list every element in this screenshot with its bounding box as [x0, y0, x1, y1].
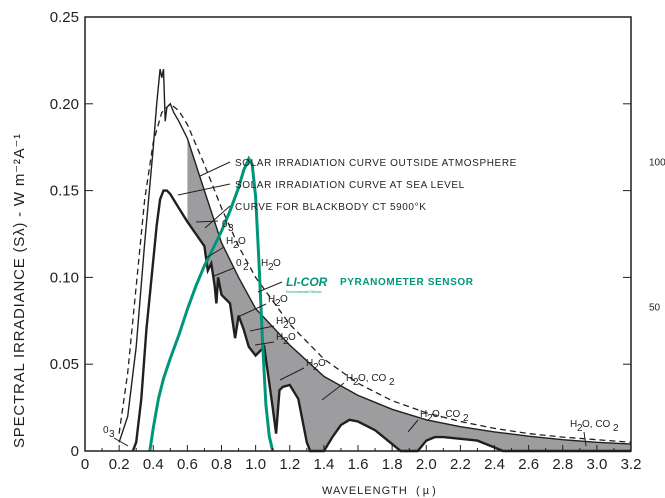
svg-text:O: O [288, 316, 296, 327]
svg-text:2: 2 [353, 377, 359, 388]
x-tick-label: 0.2 [109, 456, 130, 473]
svg-text:H: H [276, 316, 283, 327]
svg-text:2: 2 [463, 413, 469, 424]
absorption-shading [132, 138, 631, 451]
x-axis-unit: ( µ ) [416, 485, 436, 497]
x-tick-label: 3.2 [621, 456, 642, 473]
svg-text:H: H [306, 358, 313, 369]
x-tick-label: 1.6 [348, 456, 369, 473]
y-tick-label: 0.05 [50, 356, 79, 373]
leader-outside [199, 161, 231, 177]
svg-text:O: O [280, 294, 288, 305]
svg-text:2: 2 [613, 423, 619, 434]
leader-sea-level [177, 183, 231, 196]
absorber-h2o-4: H 2 O [254, 332, 296, 347]
right-axis-ticks: 50 100 [649, 158, 665, 314]
svg-text:O, CO: O, CO [358, 373, 387, 384]
absorber-h2o-co2-1: H 2 O, CO 2 [321, 373, 395, 401]
x-tick-label: 2.4 [484, 456, 505, 473]
y-tick-label: 0.20 [50, 96, 79, 113]
absorber-h2o-co2-3: H 2 O, CO 2 [570, 419, 619, 447]
svg-text:O, CO: O, CO [582, 419, 611, 430]
absorber-h2o-2: H 2 O [239, 294, 288, 317]
x-axis-label: WAVELENGTH [322, 485, 408, 497]
svg-text:O, CO: O, CO [432, 409, 461, 420]
x-tick-label: 2.6 [518, 456, 539, 473]
x-tick-label: 1.8 [382, 456, 403, 473]
svg-text:3: 3 [228, 223, 234, 234]
svg-text:0: 0 [222, 219, 228, 230]
svg-text:2: 2 [283, 320, 289, 331]
right-tick-label: 50 [649, 302, 661, 313]
y-tick-label: 0.25 [50, 9, 79, 26]
svg-text:H: H [276, 332, 283, 343]
svg-text:2: 2 [577, 423, 583, 434]
sea-level-underfill [132, 190, 631, 451]
y-axis-label: SPECTRAL IRRADIANCE (Sλ) - W m⁻²A⁻¹ [11, 133, 28, 448]
svg-text:2: 2 [233, 240, 239, 251]
svg-text:H: H [570, 419, 577, 430]
label-blackbody: CURVE FOR BLACKBODY CT 5900°K [235, 202, 426, 213]
label-outside-atmosphere: SOLAR IRRADIATION CURVE OUTSIDE ATMOSPHE… [235, 158, 517, 169]
svg-text:O: O [318, 358, 326, 369]
svg-text:0: 0 [103, 425, 109, 436]
leader-blackbody [204, 205, 231, 229]
blackbody-curve [118, 102, 632, 443]
licor-logo-subtext: Environmental Division [286, 290, 322, 294]
outside-atmosphere-curve [118, 68, 632, 445]
absorber-h2o-1: H 2 O [205, 236, 246, 259]
licor-logo: LI-COR [286, 275, 328, 289]
absorber-h2o-co2-2: H 2 O, CO 2 [407, 409, 469, 433]
svg-text:O: O [273, 258, 281, 269]
x-axis-ticks: 0 0.2 0.4 0.6 0.8 1.0 1.2 1.4 1.6 1.8 2.0 2.2 2.4 2.6… [81, 445, 642, 473]
label-pyranometer: PYRANOMETER SENSOR [340, 277, 474, 288]
y-tick-label: 0.15 [50, 183, 79, 200]
svg-text:2: 2 [243, 262, 249, 273]
svg-text:2: 2 [427, 413, 433, 424]
svg-text:0: 0 [236, 258, 242, 269]
absorber-h2o-3: H 2 O [249, 316, 296, 332]
svg-text:2: 2 [283, 336, 289, 347]
svg-text:2: 2 [313, 362, 319, 373]
x-tick-label: 1.0 [245, 456, 266, 473]
y-axis-ticks: 0 0.05 0.10 0.15 0.20 0.25 [50, 9, 631, 460]
svg-text:O: O [238, 236, 246, 247]
label-sea-level: SOLAR IRRADIATION CURVE AT SEA LEVEL [235, 180, 465, 191]
svg-text:3: 3 [109, 429, 115, 440]
x-tick-label: 0 [81, 456, 89, 473]
leader-pyranometer [257, 281, 283, 293]
x-tick-label: 2.8 [552, 456, 573, 473]
x-tick-label: 1.2 [279, 456, 300, 473]
svg-text:H: H [346, 373, 353, 384]
svg-text:H: H [420, 409, 427, 420]
svg-text:O: O [288, 332, 296, 343]
svg-text:2: 2 [275, 298, 281, 309]
x-tick-label: 0.4 [143, 456, 164, 473]
svg-text:2: 2 [268, 262, 274, 273]
x-tick-label: 0.6 [177, 456, 198, 473]
y-tick-label: 0 [71, 443, 79, 460]
x-tick-label: 2.0 [416, 456, 437, 473]
absorber-h2o-5: H 2 O [279, 358, 326, 381]
series-layer [118, 68, 632, 453]
x-tick-label: 2.2 [450, 456, 471, 473]
svg-text:H: H [268, 294, 275, 305]
absorber-o2-h2o: 0 2 H 2 O [213, 258, 281, 277]
x-tick-label: 0.8 [211, 456, 232, 473]
y-tick-label: 0.10 [50, 269, 79, 286]
x-tick-label: 1.4 [313, 456, 334, 473]
pyranometer-sensor-curve [148, 155, 275, 452]
right-tick-label: 100 [649, 158, 665, 169]
absorber-o3-upper: 0 3 [195, 219, 234, 234]
absorber-o3-lower: 0 3 [103, 425, 129, 447]
svg-text:2: 2 [389, 377, 395, 388]
x-tick-label: 3.0 [586, 456, 607, 473]
sea-level-curve [131, 189, 631, 453]
absorption-band-shading [187, 138, 631, 451]
svg-text:H: H [226, 236, 233, 247]
svg-text:H: H [261, 258, 268, 269]
